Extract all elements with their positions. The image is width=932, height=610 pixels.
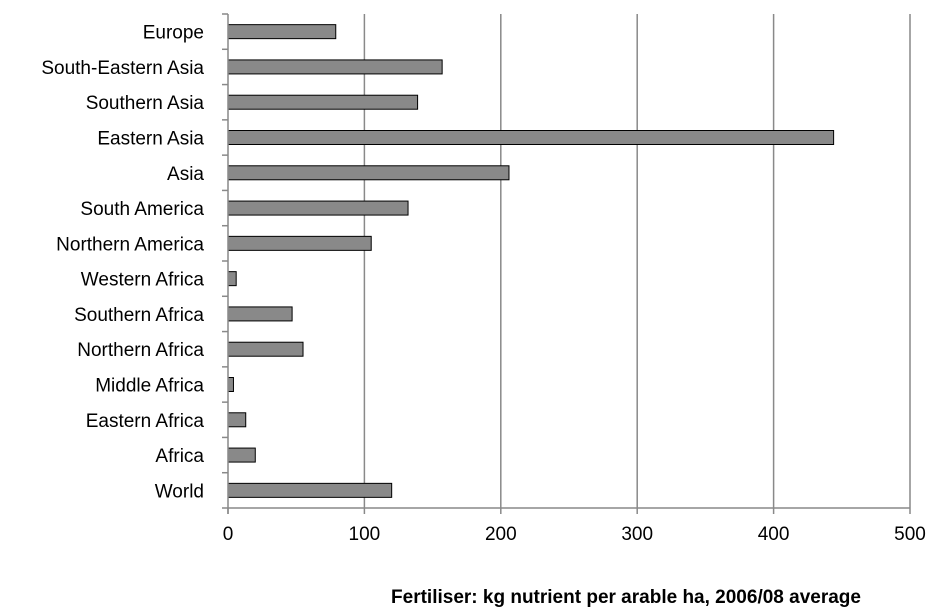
bar (227, 235, 372, 251)
category-labels: Europe South-Eastern Asia Southern Asia Eas… (41, 23, 204, 503)
bar (227, 165, 510, 181)
category-label: Eastern Africa (86, 411, 205, 432)
bar (227, 377, 234, 392)
x-axis-label: Fertiliser: kg nutrient per arable ha, 2… (391, 587, 861, 608)
category-label: Eastern Asia (97, 129, 204, 150)
bar (227, 130, 835, 145)
bar (227, 412, 247, 428)
axes (222, 13, 911, 514)
x-tick-labels: 0 100 200 300 400 500 (223, 524, 926, 545)
category-label: Southern Africa (74, 305, 204, 326)
x-tick-label: 0 (223, 524, 234, 545)
category-label: World (155, 481, 204, 502)
bar (227, 341, 304, 357)
x-tick-label: 300 (621, 524, 653, 545)
bar (227, 94, 419, 110)
bar (227, 59, 443, 75)
x-tick-label: 100 (349, 524, 381, 545)
gridlines (363, 14, 911, 508)
category-label: Asia (167, 164, 204, 185)
category-label: South America (80, 199, 204, 220)
bar (227, 200, 409, 216)
bar (227, 482, 393, 498)
bar (227, 447, 256, 463)
category-label: Africa (155, 446, 204, 467)
bar (227, 271, 237, 287)
category-label: Europe (143, 23, 204, 44)
bar (227, 306, 293, 322)
category-label: Middle Africa (95, 376, 204, 397)
x-tick-label: 200 (485, 524, 517, 545)
category-label: Southern Asia (86, 93, 205, 114)
x-tick-label: 400 (758, 524, 790, 545)
bar (227, 24, 337, 40)
bars (227, 24, 835, 498)
category-label: Northern America (56, 234, 204, 255)
category-label: Northern Africa (77, 340, 204, 361)
category-label: South-Eastern Asia (41, 58, 204, 79)
x-tick-label: 500 (894, 524, 926, 545)
category-label: Western Africa (81, 270, 205, 291)
